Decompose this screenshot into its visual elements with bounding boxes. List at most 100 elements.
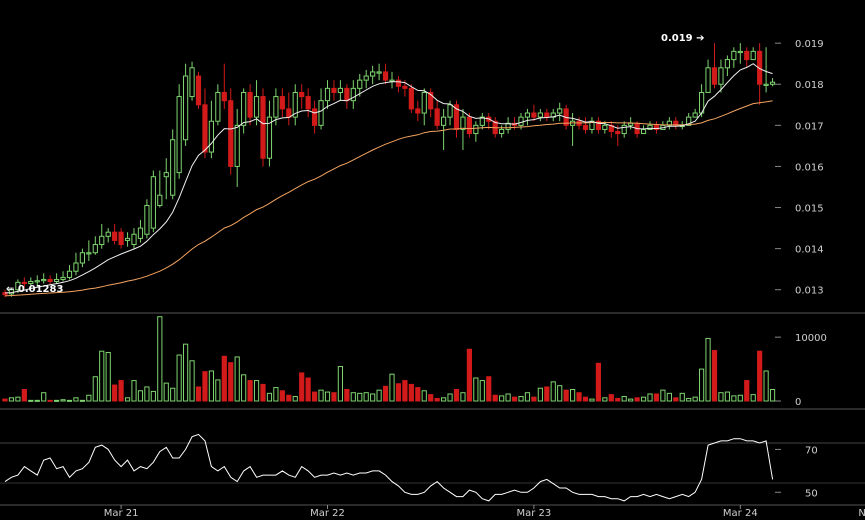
rsi-line: [4, 433, 774, 502]
volume-bar: [183, 343, 189, 402]
volume-bar: [699, 368, 705, 402]
candle-body: [621, 124, 627, 135]
volume-bar: [92, 376, 98, 402]
candle-body: [595, 120, 601, 130]
volume-bar: [608, 394, 614, 402]
volume-bar: [331, 392, 337, 402]
volume-bar: [634, 397, 640, 402]
volume-bar: [686, 397, 692, 402]
candle-body: [628, 122, 634, 126]
candle-body: [337, 87, 343, 93]
volume-bar: [170, 387, 176, 402]
candle-body: [247, 91, 253, 118]
volume-bar: [73, 397, 79, 402]
volume-bar: [479, 380, 485, 402]
volume-bar: [208, 370, 215, 402]
price-tick-label: 0.013: [795, 286, 824, 297]
candle-body: [124, 237, 131, 241]
candle-body: [299, 91, 305, 98]
candle-body: [202, 104, 208, 153]
volume-bar: [492, 394, 498, 402]
volume-bar: [537, 387, 543, 402]
volume-bar: [447, 393, 453, 402]
volume-bar: [241, 374, 247, 402]
candle-body: [189, 67, 195, 98]
volume-bar: [531, 396, 537, 402]
volume-bar: [731, 395, 737, 402]
candle-body: [47, 278, 53, 283]
candle-body: [79, 252, 86, 264]
volume-bar: [518, 396, 524, 402]
candle-body: [112, 231, 118, 241]
candle-body: [647, 124, 653, 130]
candle-body: [389, 79, 395, 82]
candle-body: [305, 96, 311, 110]
candle-body: [763, 83, 769, 86]
volume-bar: [363, 392, 369, 402]
volume-bar: [66, 399, 73, 402]
price-tick-label: 0.019: [795, 39, 824, 50]
volume-bar: [705, 337, 711, 402]
candle-body: [163, 172, 169, 178]
volume-bar: [86, 394, 92, 402]
high-annotation: 0.019 ➔: [661, 33, 705, 44]
ma-fast-line: [4, 63, 773, 294]
candle-body: [428, 91, 434, 110]
candle-body: [273, 96, 279, 118]
candle-body: [41, 278, 47, 282]
volume-bar: [570, 389, 576, 402]
candle-body: [170, 139, 176, 196]
candle-body: [86, 252, 92, 255]
candle-body: [331, 87, 337, 93]
volume-bar: [679, 392, 685, 402]
volume-bar: [718, 392, 724, 402]
volume-bar: [389, 373, 395, 402]
candle-body: [376, 71, 382, 74]
volume-bar: [434, 397, 440, 402]
candle-body: [228, 100, 234, 167]
volume-bar: [131, 380, 137, 402]
candle-body: [724, 59, 730, 69]
volume-tick-label: 10000: [795, 333, 827, 344]
volume-bar: [47, 399, 53, 402]
volume-bar: [557, 385, 563, 402]
volume-bar: [744, 380, 750, 402]
volume-bar: [376, 389, 382, 402]
price-tick-label: 0.017: [795, 121, 824, 132]
volume-bar: [647, 393, 653, 402]
volume-bar: [176, 354, 182, 402]
volume-bar: [221, 355, 227, 402]
low-annotation: ⇐ 0.01283: [6, 284, 63, 295]
volume-bar: [615, 397, 621, 402]
candle-body: [176, 96, 182, 174]
volume-bar: [189, 360, 195, 402]
volume-bar: [60, 399, 66, 402]
x-tick-label: Mar 23: [517, 508, 552, 519]
volume-bar: [41, 392, 47, 402]
candle-body: [73, 262, 79, 272]
candle-body: [350, 87, 356, 102]
volume-bar: [653, 393, 660, 402]
candle-body: [253, 96, 260, 118]
volume-bar: [544, 386, 550, 402]
volume-bar: [563, 389, 569, 402]
volume-bar: [15, 396, 21, 402]
volume-bar: [602, 397, 608, 402]
candle-body: [157, 194, 163, 206]
volume-bar: [511, 396, 518, 402]
volume-bar: [118, 380, 124, 402]
volume-bar: [215, 379, 221, 402]
volume-bar: [589, 398, 595, 402]
volume-bar: [202, 371, 208, 402]
volume-bar: [505, 393, 511, 402]
price-tick-label: 0.014: [795, 245, 824, 256]
volume-bar: [292, 396, 298, 402]
volume-bar: [344, 389, 350, 402]
volume-bar: [195, 386, 202, 402]
candle-body: [686, 116, 692, 126]
volume-bar: [595, 362, 601, 402]
rsi-tick-label: 70: [805, 445, 818, 456]
price-tick-label: 0.016: [795, 162, 824, 173]
candle-body: [615, 131, 621, 135]
